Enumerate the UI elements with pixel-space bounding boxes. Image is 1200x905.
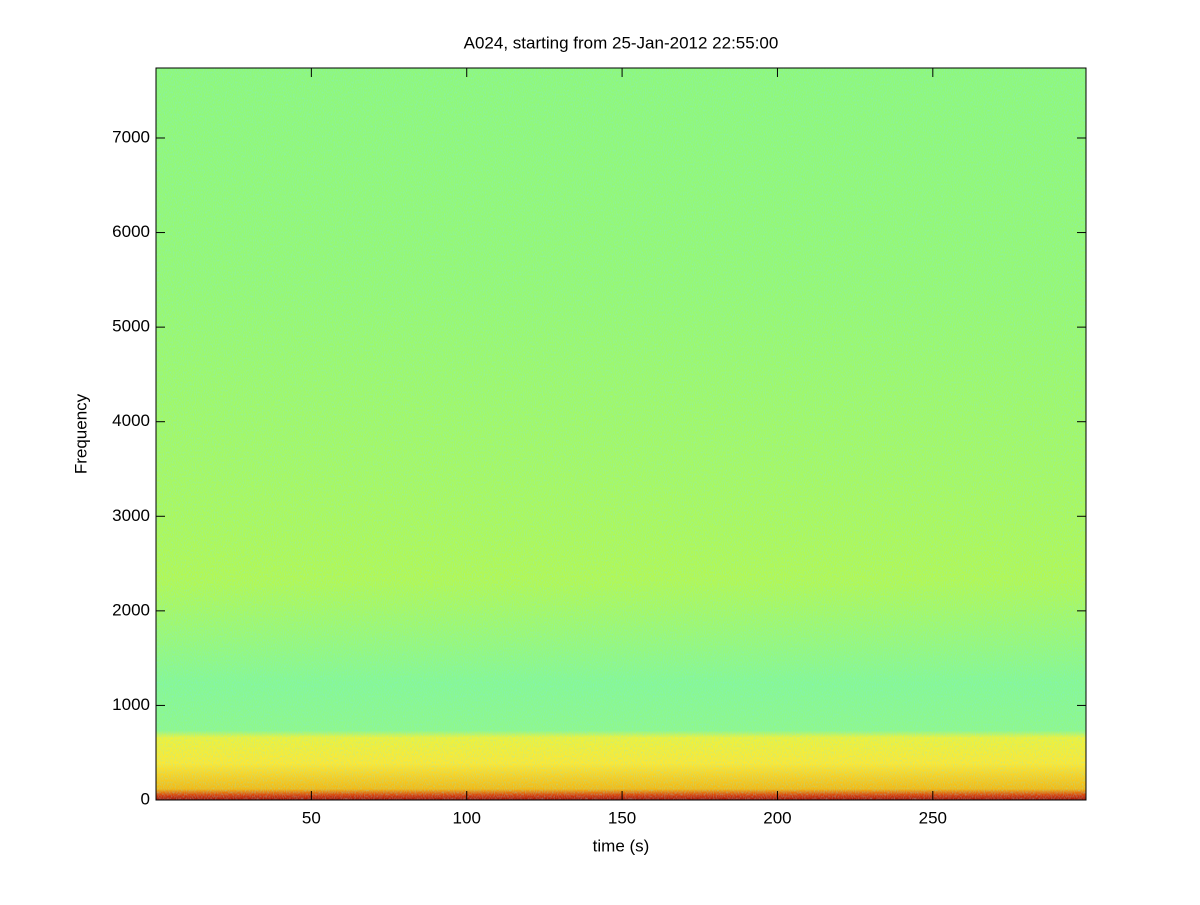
y-tick-label: 0 (141, 789, 150, 808)
x-tick-label: 150 (608, 808, 636, 827)
x-tick-label: 50 (302, 808, 321, 827)
y-tick-label: 5000 (112, 317, 150, 336)
y-tick-label: 7000 (112, 127, 150, 146)
x-axis-label: time (s) (593, 836, 650, 855)
y-tick-label: 4000 (112, 411, 150, 430)
x-tick-label: 250 (919, 808, 947, 827)
x-tick-label: 200 (763, 808, 791, 827)
x-tick-label: 100 (453, 808, 481, 827)
chart-title: A024, starting from 25-Jan-2012 22:55:00 (464, 33, 779, 52)
y-tick-label: 1000 (112, 695, 150, 714)
y-tick-label: 2000 (112, 600, 150, 619)
plot-frame (155, 67, 1087, 801)
y-axis-label: Frequency (71, 393, 90, 474)
y-tick-label: 3000 (112, 506, 150, 525)
y-tick-label: 6000 (112, 222, 150, 241)
spectrogram-texture (156, 68, 1086, 800)
